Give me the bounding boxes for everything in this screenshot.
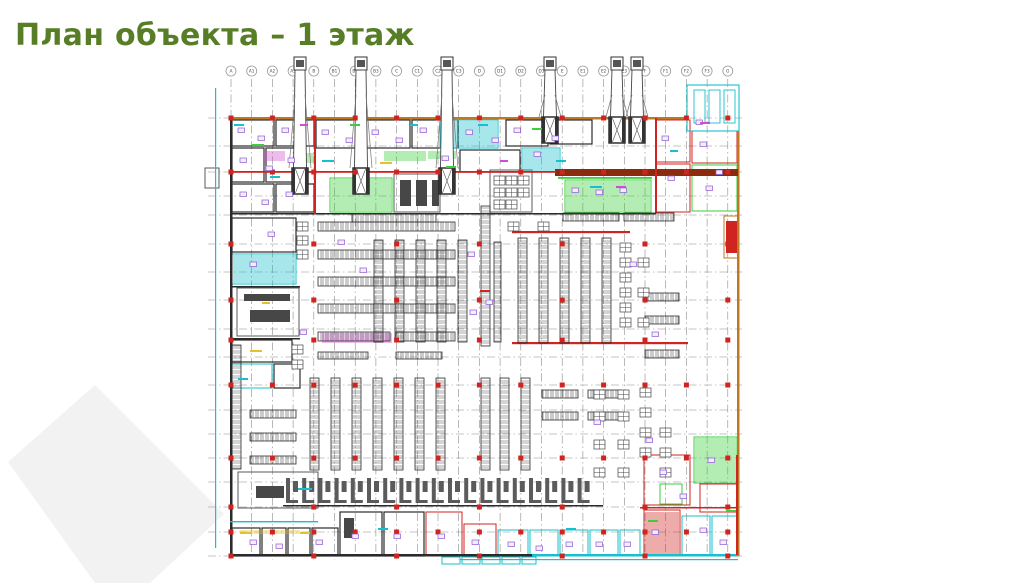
svg-text:C: C: [395, 69, 398, 74]
svg-text:C2: C2: [435, 69, 441, 74]
svg-text:E3: E3: [622, 69, 628, 74]
svg-text:C1: C1: [415, 69, 421, 74]
page-title: План объекта – 1 этаж: [15, 18, 415, 53]
svg-text:G: G: [726, 69, 729, 74]
svg-text:B1: B1: [332, 69, 338, 74]
svg-text:F2: F2: [684, 69, 689, 74]
svg-text:E: E: [561, 69, 564, 74]
svg-text:E1: E1: [580, 69, 586, 74]
svg-text:E2: E2: [601, 69, 607, 74]
svg-text:A3: A3: [290, 69, 296, 74]
svg-text:D3: D3: [539, 69, 545, 74]
svg-text:A1: A1: [249, 69, 255, 74]
svg-text:D1: D1: [497, 69, 503, 74]
svg-text:F1: F1: [663, 69, 668, 74]
svg-text:C3: C3: [456, 69, 462, 74]
svg-text:D2: D2: [518, 69, 524, 74]
svg-text:D: D: [478, 69, 481, 74]
svg-text:B2: B2: [352, 69, 358, 74]
svg-text:F: F: [644, 69, 647, 74]
svg-text:B: B: [312, 69, 315, 74]
svg-text:A2: A2: [270, 69, 276, 74]
svg-text:A: A: [230, 69, 233, 74]
svg-text:F3: F3: [705, 69, 710, 74]
svg-text:B3: B3: [373, 69, 379, 74]
